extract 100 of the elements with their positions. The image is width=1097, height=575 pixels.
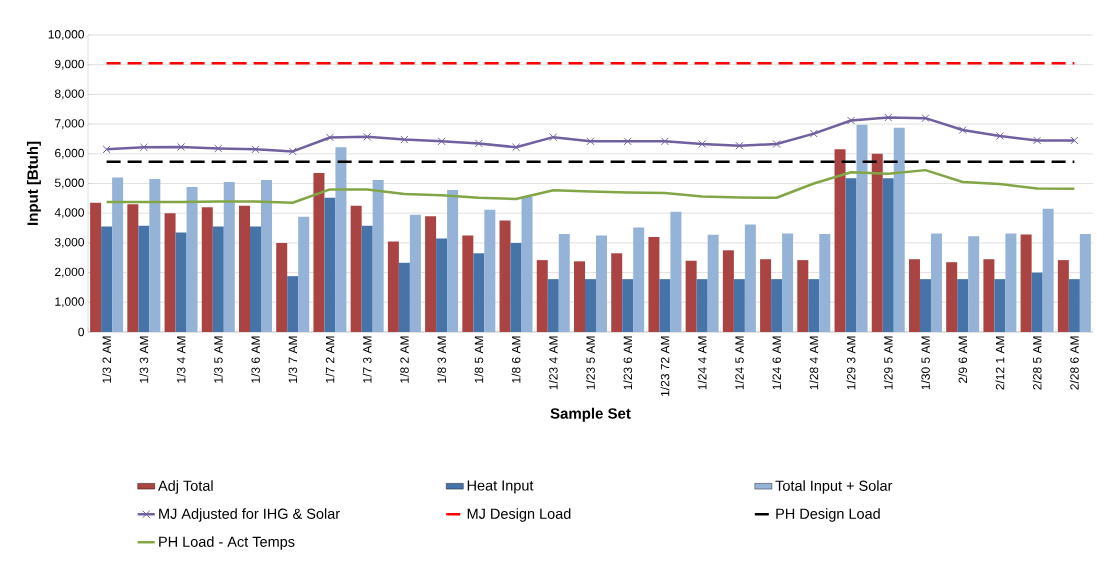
bar	[261, 179, 272, 332]
bar	[398, 262, 410, 332]
y-tick-label: 3,000	[54, 237, 85, 248]
x-tick-label: 2/28 6 AM	[1069, 336, 1079, 390]
x-tick-label: 2/28 5 AM	[1032, 336, 1042, 390]
x-tick-label: 2/12 1 AM	[995, 336, 1005, 390]
bar	[112, 177, 124, 332]
bar	[595, 235, 607, 332]
bar	[298, 216, 310, 332]
bar	[983, 259, 995, 332]
x-tick-label: 1/23 72 AM	[660, 336, 670, 396]
bar	[1031, 272, 1043, 332]
x-tick-label: 1/3 3 AM	[139, 336, 149, 383]
bar	[685, 260, 697, 332]
bar	[558, 233, 570, 332]
point	[1070, 136, 1079, 145]
x-tick-label: 1/23 5 AM	[586, 336, 595, 390]
bar	[819, 233, 831, 332]
bar	[957, 279, 969, 332]
x-tick-label: 1/3 4 AM	[176, 336, 186, 383]
bar	[149, 179, 161, 332]
legend-label: Adj Total	[158, 480, 213, 494]
x-tick-label: 1/30 5 AM	[921, 336, 930, 390]
point	[772, 139, 781, 149]
bar	[201, 207, 213, 332]
point	[214, 144, 223, 153]
bar	[473, 253, 485, 332]
y-tick-label: 0	[78, 327, 85, 337]
bar	[782, 233, 794, 332]
bar	[722, 250, 734, 332]
point	[400, 135, 409, 144]
x-tick-label: 1/7 2 AM	[325, 336, 335, 383]
x-tick-label: 1/24 6 AM	[772, 336, 781, 390]
point	[325, 133, 334, 142]
point	[177, 142, 186, 151]
bar	[834, 149, 846, 332]
bar	[1057, 260, 1069, 332]
point	[1033, 136, 1042, 145]
bar	[276, 242, 288, 332]
bar	[1042, 208, 1054, 332]
legend-label: PH Design Load	[776, 508, 880, 522]
bar	[90, 202, 102, 332]
bar	[287, 276, 299, 332]
bar	[387, 241, 399, 332]
y-tick-label: 8,000	[54, 89, 85, 100]
point	[698, 139, 707, 149]
legend-label: MJ Adjusted for IHG & Solar	[159, 508, 340, 522]
bar	[547, 279, 559, 332]
x-tick-label: 1/24 4 AM	[697, 336, 707, 390]
point	[251, 145, 260, 154]
bar	[186, 187, 198, 332]
bar	[584, 279, 596, 332]
point	[288, 147, 297, 156]
x-tick-label: 1/23 6 AM	[623, 336, 633, 390]
x-tick-label: 1/23 4 AM	[548, 336, 558, 390]
bar	[733, 279, 745, 332]
bar	[212, 226, 224, 332]
bar	[696, 279, 708, 332]
bar	[994, 279, 1006, 332]
bar	[484, 209, 496, 332]
legend-label: Heat Input	[467, 480, 534, 494]
y-tick-label: 2,000	[55, 267, 85, 278]
x-tick-label: 1/8 2 AM	[399, 336, 409, 383]
bar	[1068, 279, 1080, 332]
point	[102, 145, 111, 154]
bar	[744, 224, 756, 332]
point	[921, 114, 930, 123]
point	[809, 129, 818, 138]
x-tick-label: 1/3 5 AM	[213, 336, 223, 383]
y-tick-label: 4,000	[54, 208, 85, 219]
bar	[968, 236, 980, 332]
point	[846, 116, 856, 125]
bar	[164, 213, 176, 332]
bar	[659, 279, 671, 332]
point	[512, 143, 521, 152]
point	[660, 137, 669, 146]
point	[363, 132, 372, 141]
y-tick-label: 7,000	[55, 119, 85, 130]
bar	[499, 220, 511, 332]
y-tick-label: 5,000	[54, 178, 85, 189]
x-tick-label: 1/3 6 AM	[251, 336, 260, 383]
y-tick-label: 9,000	[55, 59, 85, 70]
y-axis-title: Input [Btuh]	[26, 141, 41, 225]
bar	[223, 182, 235, 332]
bar	[611, 253, 623, 332]
bar	[648, 236, 660, 332]
y-tick-label: 10,000	[48, 30, 85, 40]
bar	[893, 127, 905, 332]
x-tick-label: 1/8 6 AM	[511, 336, 521, 383]
bar	[127, 204, 139, 332]
bar	[324, 197, 336, 332]
bar	[908, 259, 920, 332]
point	[995, 131, 1004, 141]
point	[958, 126, 967, 135]
x-tick-label: 1/8 3 AM	[437, 336, 446, 383]
bar	[633, 227, 645, 332]
point	[735, 141, 744, 150]
bar	[919, 279, 931, 332]
bar	[946, 262, 958, 332]
bar	[808, 279, 820, 332]
